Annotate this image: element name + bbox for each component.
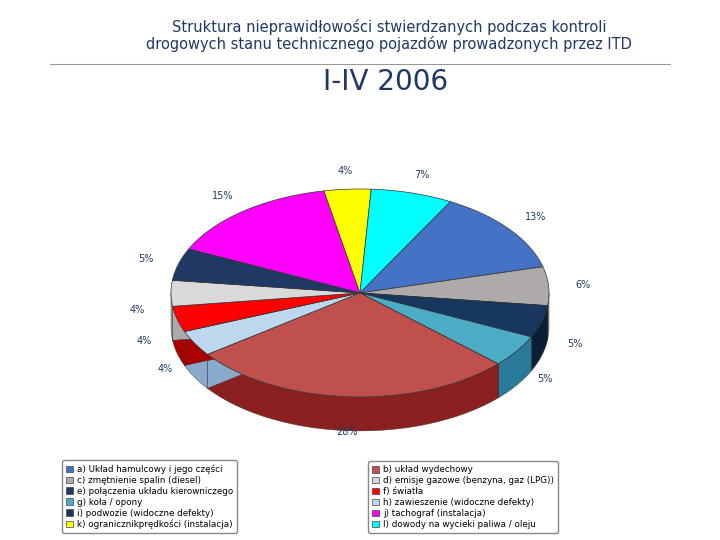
Text: 4%: 4% — [157, 364, 173, 374]
Polygon shape — [360, 201, 543, 293]
Text: drogowych stanu technicznego pojazdów prowadzonych przez ITD: drogowych stanu technicznego pojazdów pr… — [146, 36, 631, 52]
Polygon shape — [360, 267, 549, 306]
Polygon shape — [360, 293, 498, 398]
Polygon shape — [360, 189, 451, 293]
Polygon shape — [173, 306, 184, 366]
Text: 4%: 4% — [137, 336, 152, 346]
Polygon shape — [360, 293, 548, 340]
Text: 15%: 15% — [212, 191, 233, 201]
Polygon shape — [172, 249, 360, 293]
Text: Struktura nieprawidłowości stwierdzanych podczas kontroli: Struktura nieprawidłowości stwierdzanych… — [171, 19, 606, 35]
Polygon shape — [324, 189, 372, 293]
Polygon shape — [360, 293, 531, 371]
Polygon shape — [171, 280, 360, 306]
Polygon shape — [173, 293, 360, 332]
Polygon shape — [360, 293, 548, 337]
Text: 4%: 4% — [338, 166, 353, 176]
Text: 5%: 5% — [567, 339, 582, 349]
Polygon shape — [184, 293, 360, 366]
Polygon shape — [173, 293, 360, 340]
Text: 28%: 28% — [336, 427, 358, 437]
Legend: a) Układ hamulcowy i jego części, c) zmętnienie spalin (diesel), e) połączenia u: a) Układ hamulcowy i jego części, c) zmę… — [62, 461, 237, 533]
Text: 6%: 6% — [575, 280, 590, 290]
Polygon shape — [184, 293, 360, 354]
Polygon shape — [207, 293, 360, 388]
Polygon shape — [207, 293, 360, 388]
Text: 4%: 4% — [130, 306, 145, 315]
Text: 7%: 7% — [414, 170, 429, 180]
Text: I-IV 2006: I-IV 2006 — [323, 68, 448, 96]
Text: 13%: 13% — [525, 212, 546, 222]
Polygon shape — [189, 191, 360, 293]
Polygon shape — [360, 293, 548, 340]
Legend: b) układ wydechowy, d) emisje gazowe (benzyna, gaz (LPG)), f) światła, h) zawies: b) układ wydechowy, d) emisje gazowe (be… — [368, 461, 558, 533]
Polygon shape — [360, 293, 531, 371]
Polygon shape — [184, 293, 360, 366]
Polygon shape — [531, 306, 548, 371]
Polygon shape — [360, 293, 498, 398]
Polygon shape — [207, 293, 498, 397]
Polygon shape — [173, 293, 360, 340]
Polygon shape — [360, 293, 531, 364]
Text: 5%: 5% — [138, 254, 153, 264]
Polygon shape — [548, 293, 549, 340]
Polygon shape — [184, 332, 207, 388]
Polygon shape — [171, 293, 173, 340]
Polygon shape — [498, 337, 531, 398]
Text: 5%: 5% — [537, 374, 552, 383]
Polygon shape — [207, 354, 498, 431]
